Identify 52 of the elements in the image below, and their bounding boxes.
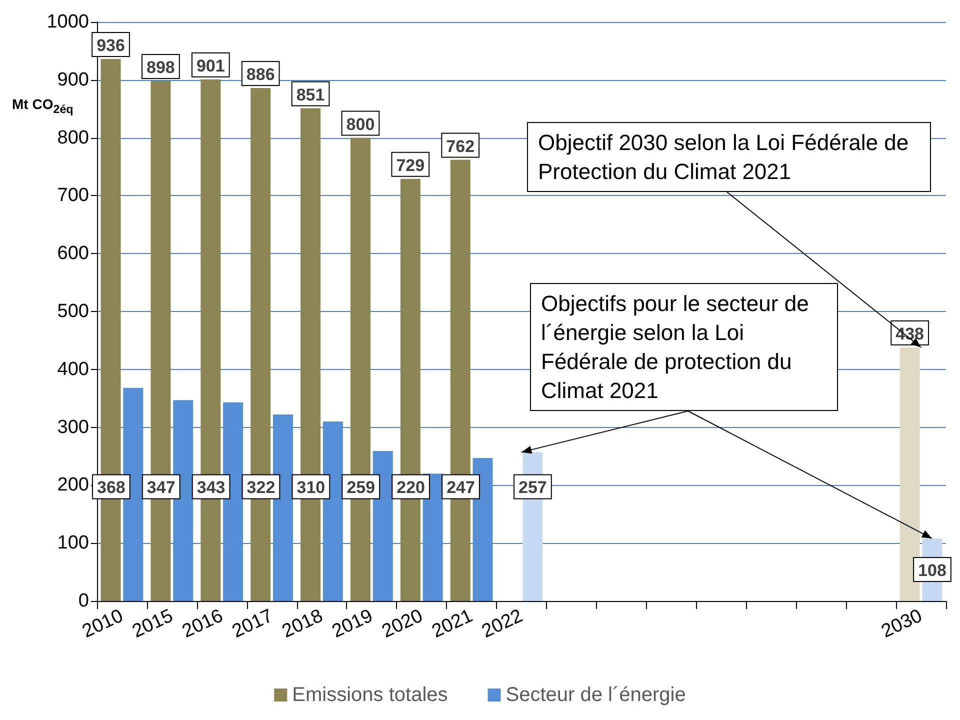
y-tick-label: 0 bbox=[78, 590, 89, 612]
data-label: 343 bbox=[196, 478, 226, 498]
y-tick-label: 400 bbox=[57, 358, 89, 380]
data-label: 936 bbox=[96, 36, 125, 56]
bar bbox=[223, 402, 244, 601]
y-tick-label: 500 bbox=[57, 301, 89, 322]
data-label: 901 bbox=[196, 56, 225, 76]
data-label: 368 bbox=[96, 478, 126, 498]
y-axis-title: Mt CO$_{2éq}$ bbox=[12, 96, 74, 116]
bar bbox=[372, 451, 393, 601]
x-tick-label: 2022 bbox=[478, 605, 526, 642]
y-tick-label: 200 bbox=[57, 474, 89, 496]
x-tick-label: 2017 bbox=[229, 605, 276, 642]
x-tick-label: 2020 bbox=[378, 605, 426, 642]
data-label: 257 bbox=[518, 478, 547, 498]
data-label: 259 bbox=[346, 478, 376, 498]
data-label: 220 bbox=[396, 478, 426, 498]
data-label: 347 bbox=[146, 478, 176, 498]
data-label: 851 bbox=[296, 85, 325, 104]
bar bbox=[900, 347, 920, 601]
data-label: 729 bbox=[396, 156, 425, 175]
bar bbox=[123, 388, 144, 601]
data-label: 898 bbox=[146, 58, 175, 78]
x-tick-label: 2021 bbox=[428, 605, 476, 642]
x-tick-label: 2018 bbox=[279, 605, 326, 642]
y-tick-label: 900 bbox=[57, 69, 89, 90]
y-tick-label: 800 bbox=[57, 127, 89, 148]
data-label: 310 bbox=[296, 478, 326, 498]
y-tick-label: 1000 bbox=[46, 12, 89, 32]
bar bbox=[422, 474, 443, 601]
data-label: 800 bbox=[346, 114, 375, 134]
data-label: 247 bbox=[446, 478, 475, 498]
bar bbox=[322, 422, 343, 601]
callout-box: Objectifs pour le secteur de l´énergie selon la Loi Fédérale de protection du Climat 2021 bbox=[530, 283, 838, 411]
y-tick-label: 100 bbox=[57, 532, 89, 554]
data-label: 886 bbox=[246, 65, 275, 84]
bar bbox=[173, 400, 194, 601]
x-tick-label: 2019 bbox=[328, 605, 376, 642]
y-tick-label: 600 bbox=[57, 243, 89, 264]
bar bbox=[472, 458, 493, 601]
data-label: 322 bbox=[246, 478, 276, 498]
data-label: 108 bbox=[918, 561, 946, 580]
x-tick-label: 2015 bbox=[129, 605, 176, 642]
callout-box: Objectif 2030 selon la Loi Fédérale de Protection du Climat 2021 bbox=[527, 122, 931, 192]
y-tick-label: 700 bbox=[57, 185, 89, 206]
x-tick-label: 2016 bbox=[179, 605, 226, 642]
legend-label: Secteur de l´énergie bbox=[506, 684, 686, 706]
x-tick-label: 2030 bbox=[878, 605, 926, 642]
bar bbox=[272, 414, 293, 601]
data-label: 762 bbox=[446, 136, 475, 156]
legend-label: Emissions totales bbox=[292, 684, 448, 706]
y-tick-label: 300 bbox=[57, 416, 89, 438]
